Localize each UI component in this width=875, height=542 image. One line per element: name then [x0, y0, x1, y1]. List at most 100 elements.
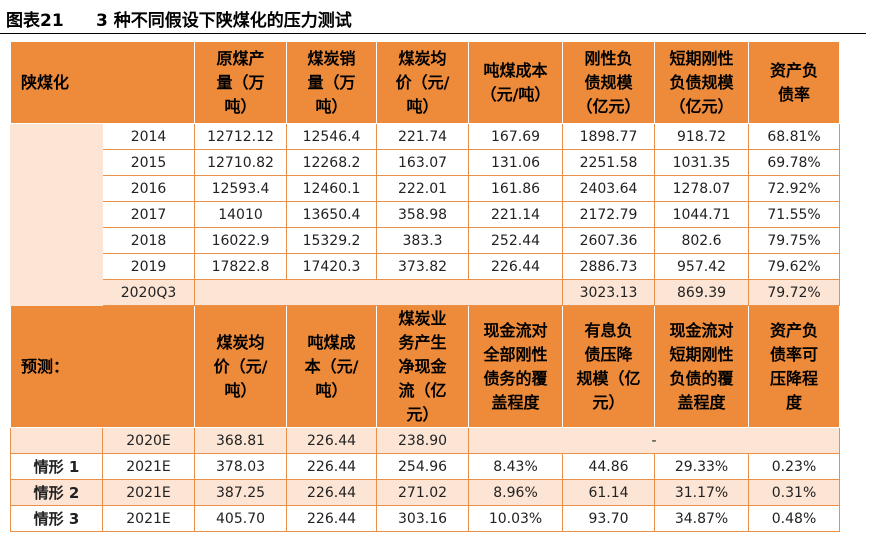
header-coal-sales: 煤炭销 量（万 吨） — [286, 41, 378, 124]
table-cell: 167.69 — [468, 123, 564, 150]
forecast-header-row: 预测： 煤炭均 价（元/吨） 吨煤成 本（元/吨） 煤炭业 务产生 净现金 流（亿 元） 现… — [9, 305, 841, 428]
year-cell: 2020E — [101, 427, 196, 454]
table-cell: 368.81 — [194, 427, 288, 454]
header-short-term-rigid-debt: 短期刚性 负债规模 （亿元） — [654, 41, 750, 124]
table-cell: 2607.36 — [562, 227, 656, 254]
table-row: 2017 14010 13650.4 358.98 221.14 2172.79… — [11, 201, 841, 228]
table-cell: 0.31% — [748, 479, 841, 506]
header-cost-per-ton: 吨煤成本（元/吨） — [286, 305, 378, 428]
scenario-row: 情形 1 2021E 378.03 226.44 254.96 8.43% 44… — [10, 453, 841, 480]
table-cell: 226.44 — [286, 505, 378, 532]
table-cell: 2172.79 — [562, 201, 656, 228]
table-cell: 271.02 — [376, 479, 470, 506]
figure-title-bar: 图表21 3 种不同假设下陕煤化的压力测试 — [0, 0, 866, 34]
table-cell: 3023.13 — [562, 279, 656, 306]
table-row-base: 2020E 368.81 226.44 238.90 - — [10, 427, 841, 454]
header-coal-avg-price: 煤炭均 价（元/吨） — [376, 41, 470, 124]
table-cell: 221.14 — [468, 201, 564, 228]
year-cell: 2021E — [101, 505, 196, 532]
table-row: 2014 12712.12 12546.4 221.74 167.69 1898… — [10, 123, 841, 306]
table-cell: 15329.2 — [286, 227, 378, 254]
header-net-cash-flow: 煤炭业 务产生 净现金 流（亿 元） — [376, 305, 470, 428]
table-cell: 226.44 — [286, 453, 378, 480]
table-cell: 16022.9 — [194, 227, 288, 254]
table-cell: 373.82 — [376, 253, 470, 280]
table-cell: 957.42 — [654, 253, 750, 280]
table-cell: 79.62% — [748, 253, 841, 280]
table-cell: 1044.71 — [654, 201, 750, 228]
scenario-label: 情形 2 — [10, 479, 103, 506]
table-cell: 12712.12 — [194, 123, 288, 150]
table-cell: 13650.4 — [286, 201, 378, 228]
header-raw-coal-output: 原煤产 量（万 吨） — [194, 41, 288, 124]
figure-title: 3 种不同假设下陕煤化的压力测试 — [96, 11, 352, 31]
table-cell: 254.96 — [376, 453, 470, 480]
header-debt-ratio-reduction: 资产负 债率可 压降程度 — [748, 305, 841, 428]
table-cell: 8.96% — [468, 479, 564, 506]
table-row: 2015 12710.82 12268.2 163.07 131.06 2251… — [11, 149, 841, 176]
price-cell: 378.03 — [194, 453, 288, 480]
table-cell: 238.90 — [376, 427, 470, 454]
figure-label: 图表21 — [6, 11, 64, 31]
table-cell: 31.17% — [654, 479, 750, 506]
table-cell: 2251.58 — [562, 149, 656, 176]
table-cell: 79.72% — [748, 279, 841, 306]
year-cell: 2021E — [101, 479, 196, 506]
year-cell: 2016 — [101, 175, 196, 202]
table-cell: 1278.07 — [654, 175, 750, 202]
historical-corner-label: 陕煤化 — [9, 41, 196, 124]
year-cell: 2014 — [101, 123, 196, 150]
table-cell: 61.14 — [562, 479, 656, 506]
table-cell: 93.70 — [562, 505, 656, 532]
header-cost-per-ton: 吨煤成本（元/吨） — [468, 41, 564, 124]
header-debt-reduction: 有息负 债压降 规模（亿 元） — [562, 305, 656, 428]
table-row-q3: 2020Q3 3023.13 869.39 79.72% — [11, 279, 841, 306]
table-cell: 8.43% — [468, 453, 564, 480]
table-cell: 12546.4 — [286, 123, 378, 150]
table-cell: 0.23% — [748, 453, 841, 480]
table-cell: 161.86 — [468, 175, 564, 202]
header-cash-coverage-all-debt: 现金流对 全部刚性 债务的覆 盖程度 — [468, 305, 564, 428]
table-cell: 71.55% — [748, 201, 841, 228]
side-band — [10, 123, 103, 306]
table-cell: 10.03% — [468, 505, 564, 532]
table-cell: 222.01 — [376, 175, 470, 202]
table-cell: 12460.1 — [286, 175, 378, 202]
table-cell: 12268.2 — [286, 149, 378, 176]
scenario-label: 情形 1 — [10, 453, 103, 480]
price-cell: 387.25 — [194, 479, 288, 506]
table-cell: 0.48% — [748, 505, 841, 532]
table-cell: 2886.73 — [562, 253, 656, 280]
year-cell: 2020Q3 — [101, 279, 196, 306]
year-cell: 2017 — [101, 201, 196, 228]
table-cell: 34.87% — [654, 505, 750, 532]
table-cell: 2403.64 — [562, 175, 656, 202]
forecast-corner-label: 预测： — [9, 305, 196, 428]
stress-test-table: 陕煤化 原煤产 量（万 吨） 煤炭销 量（万 吨） 煤炭均 价（元/吨） 吨煤成本 （元/吨… — [9, 41, 841, 532]
table-cell: 29.33% — [654, 453, 750, 480]
table-cell: 44.86 — [562, 453, 656, 480]
table-cell: 17822.8 — [194, 253, 288, 280]
table-cell: 226.44 — [286, 479, 378, 506]
table-cell: 14010 — [194, 201, 288, 228]
table-cell: 1898.77 — [562, 123, 656, 150]
table-cell: 17420.3 — [286, 253, 378, 280]
table-cell: 918.72 — [654, 123, 750, 150]
year-cell: 2019 — [101, 253, 196, 280]
table-cell: 869.39 — [654, 279, 750, 306]
year-cell: 2018 — [101, 227, 196, 254]
scenario-label: 情形 3 — [10, 505, 103, 532]
table-cell: 69.78% — [748, 149, 841, 176]
table-cell: 12593.4 — [194, 175, 288, 202]
table-cell: 12710.82 — [194, 149, 288, 176]
header-coal-avg-price: 煤炭均 价（元/吨） — [194, 305, 288, 428]
table-cell: 1031.35 — [654, 149, 750, 176]
empty-cell — [10, 427, 103, 454]
empty-cell — [194, 279, 564, 306]
header-rigid-debt: 刚性负 债规模 （亿元） — [562, 41, 656, 124]
table-cell: 226.44 — [286, 427, 378, 454]
table-cell: 79.75% — [748, 227, 841, 254]
table-cell: 221.74 — [376, 123, 470, 150]
table-cell: 68.81% — [748, 123, 841, 150]
dash-cell: - — [468, 427, 841, 454]
